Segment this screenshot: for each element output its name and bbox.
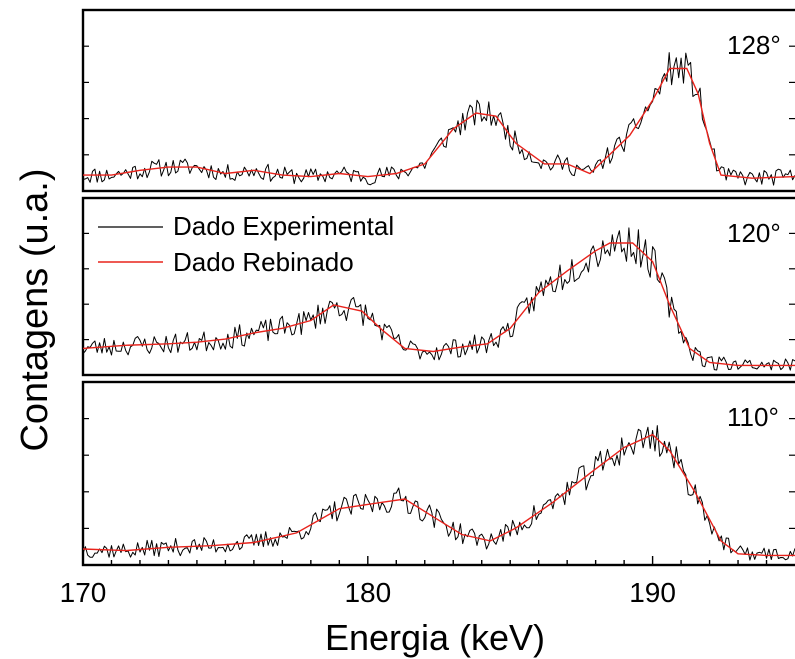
panel-1: 128° bbox=[81, 8, 795, 193]
y-axis-label: Contagens (u.a.) bbox=[14, 168, 56, 451]
x-tick-label: 180 bbox=[344, 577, 391, 608]
panels-group: 128° 120° 110° bbox=[81, 8, 795, 567]
legend-label-rebinned: Dado Rebinado bbox=[173, 247, 354, 277]
panel-frame bbox=[81, 8, 795, 193]
panel-3: 110° bbox=[81, 380, 795, 567]
panel-angle-label: 128° bbox=[727, 30, 781, 60]
x-tick-label: 190 bbox=[629, 577, 676, 608]
x-tick-label: 170 bbox=[60, 577, 107, 608]
series-rebinned bbox=[82, 433, 795, 557]
panel-angle-label: 110° bbox=[727, 402, 779, 432]
series-experimental bbox=[82, 52, 795, 186]
legend: Dado Experimental Dado Rebinado bbox=[98, 211, 394, 277]
series-experimental bbox=[82, 425, 795, 561]
panel-frame bbox=[81, 380, 795, 567]
series-rebinned bbox=[82, 242, 795, 367]
panel-frame bbox=[81, 196, 795, 377]
series-rebinned bbox=[83, 67, 795, 179]
panel-2: 120° bbox=[81, 196, 795, 377]
x-axis: 170 180 190 bbox=[60, 556, 768, 608]
panel-angle-label: 120° bbox=[727, 218, 781, 248]
x-axis-label: Energia (keV) bbox=[325, 617, 545, 658]
legend-label-experimental: Dado Experimental bbox=[173, 211, 394, 241]
series-experimental bbox=[82, 227, 795, 371]
